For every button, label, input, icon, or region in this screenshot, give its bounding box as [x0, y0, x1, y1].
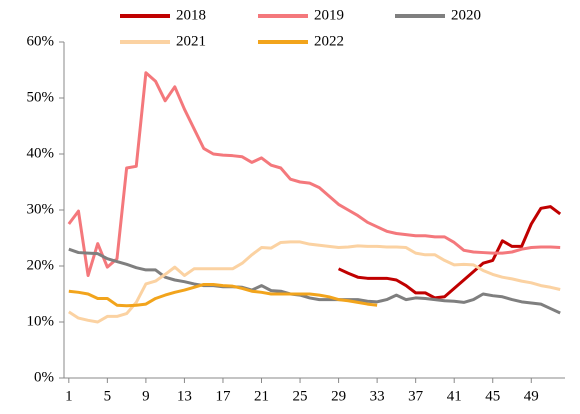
x-tick-label: 33: [370, 388, 385, 404]
x-tick-label: 9: [142, 388, 150, 404]
x-tick-label: 1: [65, 388, 73, 404]
y-tick-label: 60%: [27, 33, 55, 49]
y-tick-label: 30%: [27, 201, 55, 217]
series-line: [337, 205, 562, 300]
y-tick-label: 50%: [27, 89, 55, 105]
legend-label: 2022: [314, 33, 344, 49]
x-tick-label: 21: [254, 388, 269, 404]
x-tick-label: 45: [485, 388, 500, 404]
series-line: [67, 71, 561, 278]
legend-label: 2019: [314, 7, 344, 23]
x-tick-label: 41: [447, 388, 462, 404]
x-tick-label: 29: [331, 388, 346, 404]
legend-label: 2020: [451, 7, 481, 23]
series-line: [68, 282, 378, 308]
x-tick-label: 49: [524, 388, 539, 404]
legend-label: 2021: [176, 33, 206, 49]
series-line: [68, 247, 561, 315]
x-tick-label: 37: [408, 388, 424, 404]
series-line: [68, 240, 561, 324]
y-tick-label: 40%: [27, 145, 55, 161]
x-tick-label: 13: [177, 388, 192, 404]
x-tick-label: 5: [104, 388, 112, 404]
x-tick-label: 17: [215, 388, 231, 404]
y-tick-label: 0%: [34, 369, 54, 385]
x-tick-label: 25: [293, 388, 308, 404]
y-tick-label: 20%: [27, 257, 55, 273]
y-tick-label: 10%: [27, 313, 55, 329]
legend-label: 2018: [176, 7, 206, 23]
